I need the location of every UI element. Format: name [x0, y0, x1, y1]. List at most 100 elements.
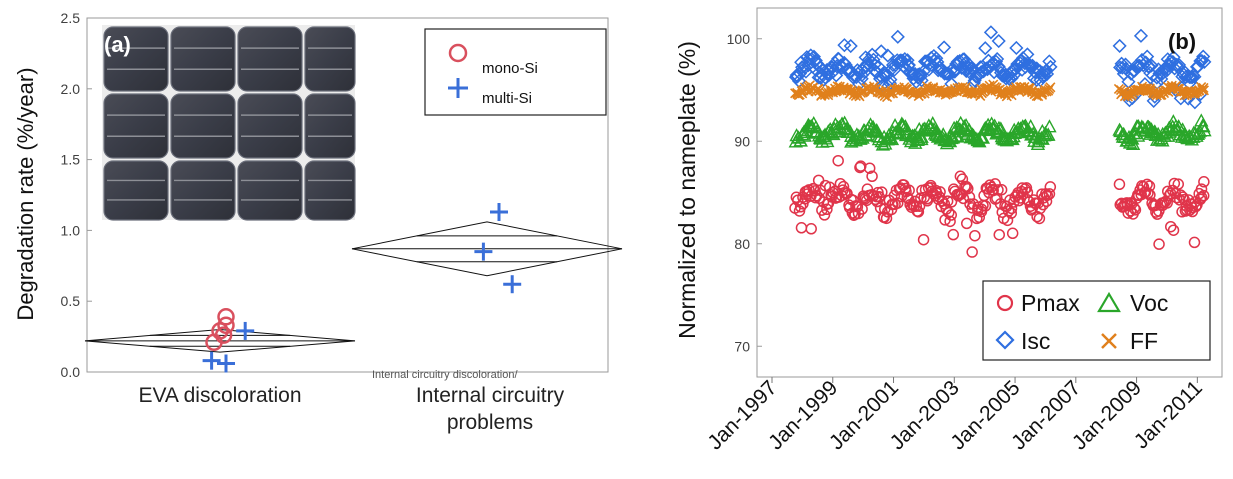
legend-voc-label: Voc [1130, 290, 1168, 316]
y-tick-label-b: 80 [734, 236, 750, 252]
solar-cell [304, 26, 356, 92]
data-point-pmax [1153, 238, 1165, 250]
data-point-ff [1198, 82, 1209, 93]
data-point-pmax [821, 203, 833, 216]
data-point-voc [957, 119, 972, 133]
solar-cell [170, 160, 236, 221]
legend-ff-label: FF [1130, 328, 1158, 354]
y-axis-label-a: Degradation rate (%/year) [13, 67, 38, 320]
legend-pmax-label: Pmax [1021, 290, 1080, 316]
faint-annotation: Internal circuitry discoloration/ [372, 369, 518, 381]
data-point-voc [869, 122, 884, 137]
data-point-isc [990, 51, 1005, 67]
data-point-pmax [880, 212, 893, 225]
data-point-isc [893, 53, 908, 68]
data-point-isc [843, 38, 858, 54]
data-point-voc [863, 117, 878, 131]
data-point-voc [1171, 119, 1187, 134]
data-point-multi-si [503, 275, 522, 294]
data-point-isc [1118, 57, 1133, 72]
data-point-ff [1198, 85, 1209, 96]
data-point-isc [829, 68, 844, 83]
y-tick-label-b: 70 [734, 338, 750, 354]
data-point-voc [984, 116, 999, 130]
data-point-pmax [921, 195, 934, 207]
data-point-isc [1187, 69, 1202, 84]
solar-cell [304, 93, 356, 159]
data-point-pmax [917, 233, 930, 246]
data-point-pmax [863, 162, 876, 174]
data-point-voc [1013, 121, 1028, 135]
data-point-isc [1112, 38, 1127, 53]
data-point-pmax [993, 228, 1006, 241]
data-point-isc [916, 64, 931, 79]
data-point-voc [1197, 123, 1212, 137]
data-point-pmax [966, 246, 978, 258]
data-point-pmax [1153, 205, 1165, 217]
data-point-multi-si [474, 242, 493, 261]
data-point-pmax [1006, 227, 1019, 240]
data-point-pmax [960, 217, 973, 230]
solar-cell [237, 26, 303, 92]
data-point-pmax [1005, 207, 1018, 219]
data-point-isc [1194, 53, 1209, 68]
data-point-pmax [1113, 178, 1126, 191]
data-point-pmax [1197, 189, 1210, 202]
data-point-pmax [995, 183, 1008, 196]
data-point-pmax [1143, 180, 1156, 192]
legend-isc-label: Isc [1021, 328, 1050, 354]
data-point-voc [793, 133, 808, 147]
data-point-isc [874, 44, 889, 59]
data-point-isc [1167, 61, 1182, 76]
data-point-voc [991, 120, 1007, 134]
data-point-pmax [812, 174, 825, 187]
y-tick-label-a: 0.0 [61, 364, 81, 380]
data-point-pmax [1142, 187, 1154, 199]
legend-isc-marker [995, 330, 1015, 350]
data-point-pmax [1129, 204, 1142, 216]
data-point-multi-si [202, 351, 221, 370]
data-point-isc [1154, 67, 1170, 82]
y-tick-label-a: 1.5 [61, 152, 81, 168]
data-point-multi-si [236, 321, 255, 340]
data-point-isc [967, 73, 982, 88]
data-point-voc [925, 116, 940, 130]
data-point-voc [1147, 124, 1162, 138]
data-point-pmax [866, 170, 878, 183]
data-point-pmax [1002, 205, 1015, 217]
panel-a: (a) 0.0 0.5 1.0 1.5 2.0 2.5 Degradation rate … [13, 10, 623, 434]
data-point-pmax [903, 184, 915, 197]
data-point-isc [1185, 70, 1200, 85]
data-point-pmax [1195, 183, 1208, 195]
data-point-mono-si [217, 316, 235, 335]
data-point-isc [890, 29, 905, 44]
data-point-pmax [1172, 178, 1185, 190]
y-tick-label-a: 1.0 [61, 222, 81, 238]
data-point-pmax [979, 200, 992, 212]
data-point-voc [853, 131, 868, 145]
data-point-voc [844, 128, 859, 142]
data-point-pmax [954, 170, 967, 183]
data-point-isc [1123, 66, 1139, 81]
data-point-multi-si [490, 202, 508, 221]
data-point-pmax [1188, 236, 1201, 249]
data-point-isc [913, 69, 928, 84]
data-point-isc [1020, 47, 1035, 62]
data-point-pmax [834, 177, 847, 190]
data-point-ff [1039, 86, 1050, 97]
data-point-pmax [947, 228, 960, 241]
data-point-isc [791, 73, 807, 89]
category-label: problems [447, 411, 533, 434]
panel-a-label: (a) [104, 32, 131, 57]
data-point-voc [914, 129, 929, 143]
data-point-pmax [944, 215, 956, 228]
data-point-isc [1197, 54, 1212, 69]
data-point-pmax [957, 192, 970, 205]
legend-mono-si-marker [448, 43, 468, 63]
data-point-isc [1042, 54, 1057, 69]
data-point-pmax [818, 209, 831, 221]
data-point-isc [937, 40, 952, 55]
data-point-pmax [1167, 224, 1180, 236]
legend-b: Pmax Voc Isc FF [982, 280, 1211, 361]
